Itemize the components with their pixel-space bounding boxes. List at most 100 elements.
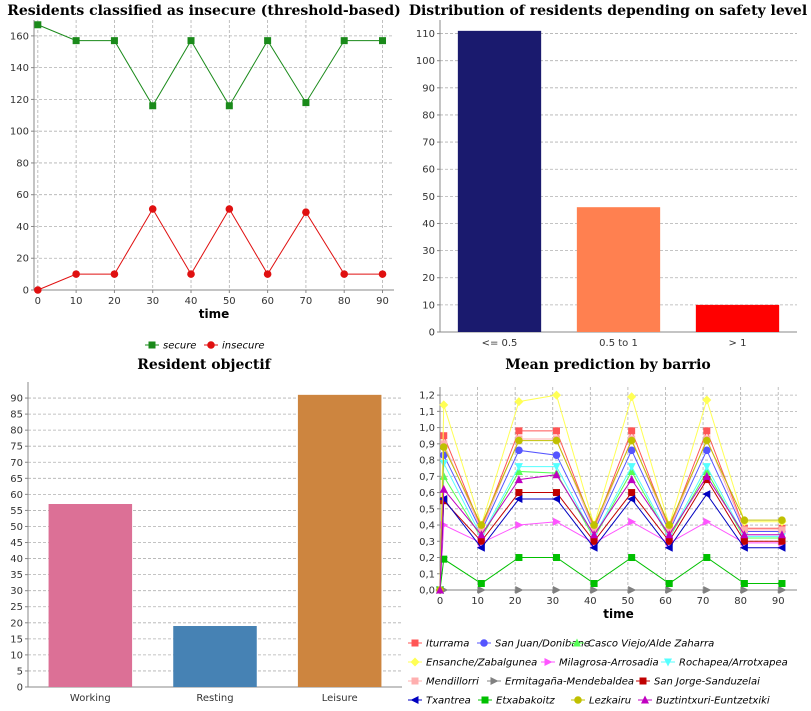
data-point — [627, 392, 637, 402]
data-point — [439, 484, 448, 493]
data-point — [739, 543, 748, 552]
data-point — [777, 543, 786, 552]
legend-label: San Juan/Donibane — [495, 639, 590, 650]
x-tick-label: 0 — [437, 596, 443, 607]
gridlines — [439, 387, 797, 591]
y-tick-label: 30 — [422, 246, 435, 257]
data-point — [778, 580, 786, 588]
data-point — [515, 586, 524, 594]
y-tick-label: 70 — [10, 458, 23, 469]
y-tick-label: 20 — [10, 618, 23, 629]
legend-swatch-marker — [574, 696, 582, 704]
data-point — [34, 286, 42, 294]
y-tick-label: 0,7 — [419, 472, 435, 483]
y-tick-label: 20 — [16, 254, 29, 265]
chart-barrio: Mean prediction by barrio 0,0 0,1 0,2 0,3 0,4… — [408, 357, 797, 707]
y-tick-label: 110 — [416, 29, 435, 40]
x-axis-title: time — [603, 607, 634, 621]
data-point — [476, 543, 485, 552]
data-point — [34, 21, 42, 29]
legend-label: insecure — [222, 341, 265, 352]
data-point — [590, 530, 599, 539]
chart-title: Mean prediction by barrio — [505, 357, 710, 373]
y-tick-label: 0 — [23, 286, 29, 297]
data-point — [703, 427, 711, 435]
data-point — [740, 530, 749, 539]
y-tick-label: 20 — [422, 273, 435, 284]
data-point — [703, 446, 711, 455]
y-tick-label: 120 — [10, 95, 29, 106]
y-tick-label: 0,6 — [419, 488, 435, 499]
bar-0.5 to 1 — [576, 207, 661, 332]
data-point — [477, 537, 485, 545]
data-point — [740, 586, 749, 594]
y-tick-label: 5 — [17, 666, 23, 677]
data-point — [439, 400, 449, 410]
series-Txantrea — [435, 490, 786, 594]
data-point — [514, 397, 524, 407]
legend-label: San Jorge-Sanduzelai — [654, 677, 760, 688]
data-point — [551, 390, 561, 400]
legend: secure insecure — [145, 341, 265, 352]
data-point — [590, 586, 599, 594]
data-point — [664, 543, 673, 552]
legend-label: Ensanche/Zabalgunea — [426, 658, 537, 669]
y-tick-label: 0 — [17, 683, 23, 694]
chart-title: Distribution of residents depending on s… — [409, 3, 807, 19]
y-tick-label: 160 — [10, 31, 29, 42]
bar-Resting — [173, 626, 257, 687]
x-tick-label: 0 — [35, 296, 41, 307]
data-point — [302, 208, 310, 216]
y-tick-label: 0,2 — [419, 553, 435, 564]
data-point — [477, 530, 486, 539]
data-point — [740, 537, 748, 545]
x-tick-label: 60 — [659, 596, 672, 607]
x-tick-label: > 1 — [729, 338, 747, 349]
y-tick-label: 45 — [10, 538, 23, 549]
data-point — [778, 537, 786, 545]
data-point — [340, 37, 348, 45]
data-point — [436, 585, 444, 594]
x-tick-label: 80 — [338, 296, 351, 307]
x-tick-label: 30 — [546, 596, 559, 607]
data-point — [702, 471, 711, 480]
data-point — [740, 580, 748, 588]
data-point — [590, 521, 598, 529]
legend-swatch-marker — [148, 341, 156, 349]
legend-swatch-marker — [207, 341, 215, 349]
x-tick-label: 0.5 to 1 — [599, 338, 638, 349]
data-point — [665, 537, 673, 545]
data-point — [628, 554, 636, 562]
data-point — [187, 37, 195, 45]
data-point — [515, 554, 523, 562]
legend-swatch-marker — [480, 639, 488, 647]
data-point — [702, 463, 711, 472]
legend-swatch-marker — [639, 677, 647, 685]
data-point — [552, 451, 561, 460]
data-point — [340, 270, 349, 278]
data-point — [627, 463, 636, 472]
y-tick-label: 0,9 — [419, 439, 435, 450]
data-point — [72, 270, 80, 278]
legend-swatch-marker — [481, 696, 489, 704]
y-tick-label: 60 — [422, 165, 435, 176]
legend-swatch-marker — [573, 638, 581, 647]
bar-Working — [48, 504, 133, 687]
data-point — [703, 517, 712, 526]
data-point — [551, 495, 560, 504]
data-point — [514, 495, 523, 504]
legend-label: Casco Viejo/Alde Zaharra — [588, 639, 714, 650]
x-tick-label: 50 — [622, 596, 635, 607]
legend-label: Iturrama — [426, 639, 469, 650]
series-Ermitagaña-Mendebaldea — [436, 586, 787, 594]
data-point — [379, 37, 387, 45]
x-axis-title: time — [199, 307, 230, 321]
data-point — [378, 270, 387, 278]
legend-label: Lezkairu — [589, 696, 631, 707]
legend-label: Ermitagaña-Mendebaldea — [505, 677, 634, 688]
x-tick-label: 80 — [734, 596, 747, 607]
data-point — [628, 586, 637, 594]
y-tick-label: 100 — [416, 56, 435, 67]
data-point — [110, 37, 118, 45]
data-point — [778, 586, 787, 594]
